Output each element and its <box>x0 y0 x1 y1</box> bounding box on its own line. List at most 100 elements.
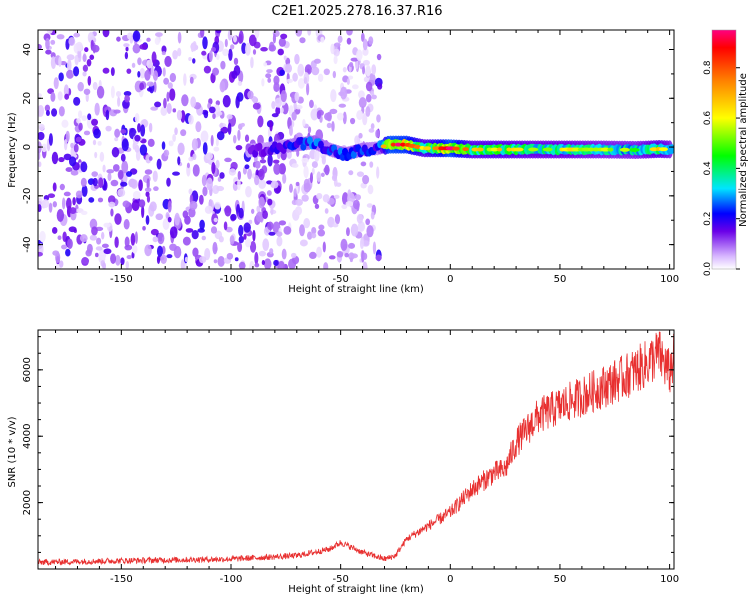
spectrogram-cell <box>216 111 222 115</box>
spectrogram-cell <box>357 214 363 224</box>
colorbar-tick-label: 0.2 <box>703 212 713 226</box>
spectrogram-cell <box>127 255 132 259</box>
spectrogram-cell <box>157 255 160 264</box>
spectrogram-cell <box>59 260 63 267</box>
spectrogram-cell <box>64 139 67 150</box>
x-tick-label: 100 <box>660 274 679 285</box>
spectrogram-cell <box>120 257 124 265</box>
spectrogram-cell <box>93 82 98 90</box>
spectrogram-cell <box>87 59 92 66</box>
spectrogram-cell <box>73 66 79 76</box>
spectrogram-cell <box>315 204 319 209</box>
spectrogram-cell <box>247 91 253 100</box>
spectrogram-cell <box>271 181 279 189</box>
spectrogram-cell <box>103 68 110 74</box>
spectrogram-cell <box>114 213 121 225</box>
spectrogram-cell <box>90 235 97 241</box>
spectrogram-cell <box>192 41 196 51</box>
spectrogram-cell <box>369 128 375 132</box>
spectrogram-cell <box>375 255 381 261</box>
spectrogram-cell <box>279 38 286 47</box>
spectrogram-cell <box>58 56 61 67</box>
spectrogram-cell <box>367 203 373 208</box>
spectrogram-cell <box>336 182 341 186</box>
spectrogram-cell <box>42 199 49 208</box>
spectrogram-cell <box>139 44 147 50</box>
spectrogram-cell <box>154 102 161 108</box>
spectrogram-cell <box>111 180 119 187</box>
spectrogram-cell <box>192 153 196 160</box>
spectrogram-cell <box>50 92 55 102</box>
y-tick-label: 0 <box>22 144 33 150</box>
spectrogram-cell <box>231 71 237 79</box>
spectrogram-cell <box>162 141 166 150</box>
spectrogram-cell <box>51 108 57 116</box>
spectrogram-cell <box>155 37 160 45</box>
spectrogram-cell <box>98 177 103 188</box>
spectrogram-cell <box>276 236 282 246</box>
spectrogram-cell <box>124 245 132 251</box>
spectrogram-cell <box>190 96 196 107</box>
spectrogram-cell <box>318 225 324 231</box>
spectrogram-cell <box>106 110 110 120</box>
spectrogram-cell <box>217 131 225 140</box>
spectrogram-cell <box>280 107 284 113</box>
spectrogram-cell <box>284 55 287 60</box>
spectrogram-cell <box>146 215 150 225</box>
spectrogram-cell <box>283 226 291 235</box>
spectrogram-cell <box>368 185 374 195</box>
spectrogram-cell <box>124 219 130 230</box>
spectrogram-cell <box>228 49 232 61</box>
spectrogram-cell <box>149 156 153 161</box>
spectrogram-cell <box>60 184 65 190</box>
signal-peak <box>514 148 524 152</box>
spectrogram-cell <box>375 130 379 138</box>
snr-series-line <box>38 332 674 566</box>
spectrogram-cell <box>267 190 272 196</box>
spectrogram-cell <box>306 82 309 95</box>
spectrogram-cell <box>69 226 77 232</box>
spectrogram-cell <box>181 94 188 106</box>
spectrogram-cell <box>245 134 249 142</box>
x-tick-label: 50 <box>554 274 567 285</box>
spectrogram-cell <box>304 182 311 192</box>
spectrogram-cell <box>337 113 344 121</box>
spectrogram-cell <box>91 226 98 235</box>
spectrogram-cell <box>140 124 145 136</box>
spectrogram-cell <box>120 182 127 187</box>
spectrogram-cell <box>73 33 80 38</box>
spectrogram-cell <box>84 47 88 52</box>
spectrogram-cell <box>80 234 88 242</box>
signal-peak <box>452 147 460 151</box>
spectrogram-cell <box>155 32 163 37</box>
spectrogram-cell <box>331 121 334 132</box>
spectrogram-cell <box>49 203 53 213</box>
spectrogram-cell <box>213 147 219 152</box>
spectrogram-cell <box>294 92 299 102</box>
spectrogram-cell <box>316 247 322 258</box>
spectrogram-cell <box>341 204 347 209</box>
figure: C2E1.2025.278.16.37.R16 -150 -100 -50 0 50 10… <box>0 0 750 600</box>
spectrogram-cell <box>217 256 224 267</box>
spectrogram-cell <box>120 129 126 134</box>
spectrogram-cell <box>131 233 136 246</box>
spectrogram-cell <box>366 94 372 102</box>
spectrogram-cell <box>216 186 224 191</box>
spectrogram-cell <box>48 193 55 198</box>
spectrogram-cell <box>224 221 228 230</box>
spectrogram-cell <box>77 82 83 92</box>
spectrogram-cell <box>289 125 293 136</box>
spectrogram-cell <box>324 165 329 176</box>
spectrogram-cell <box>117 189 125 197</box>
snr-x-label: Height of straight line (km) <box>288 584 424 595</box>
spectrogram-cell <box>362 175 369 184</box>
colorbar-tick-label: 0.6 <box>703 111 713 126</box>
spectrogram-cell <box>366 82 372 92</box>
spectrogram-cell <box>238 171 241 180</box>
spectrogram-cell <box>337 251 344 258</box>
spectrogram-cell <box>254 252 258 265</box>
spectrogram-cell <box>261 78 264 86</box>
spectrogram-cell <box>220 61 225 70</box>
spectrogram-cell <box>39 231 45 242</box>
spectrogram-cell <box>52 152 58 164</box>
